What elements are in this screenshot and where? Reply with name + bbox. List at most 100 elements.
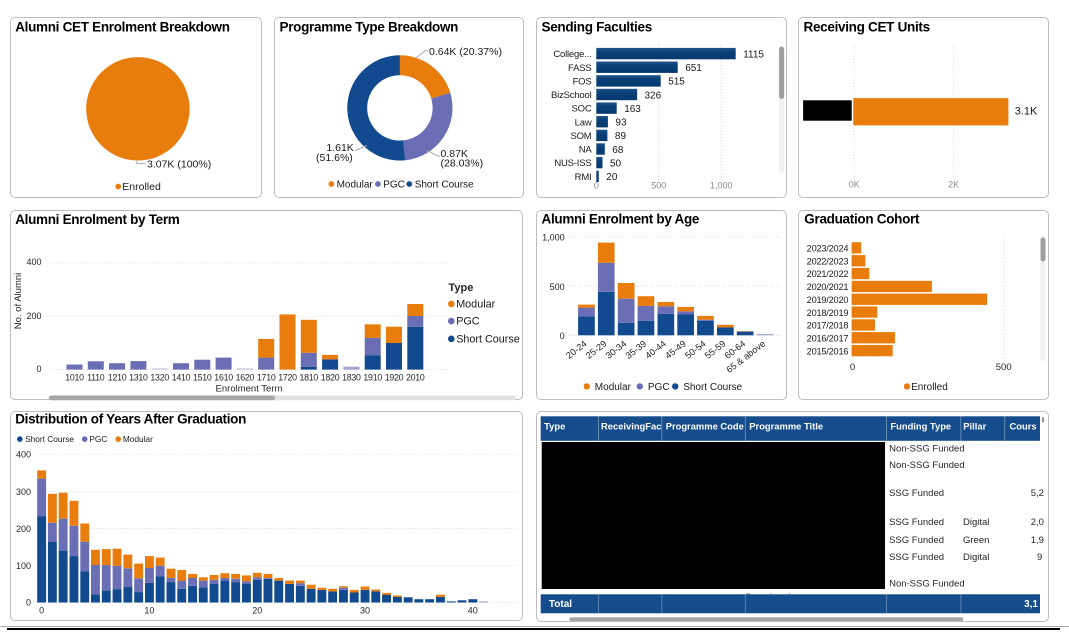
svg-text:Alumni Enrolment by Term: Alumni Enrolment by Term [15,212,180,227]
svg-text:FOS: FOS [572,77,591,88]
svg-text:Enrolment Term: Enrolment Term [216,383,283,394]
svg-text:Receiving CET Units: Receiving CET Units [803,20,929,35]
svg-text:3,1: 3,1 [1024,599,1038,610]
svg-text:NUS-ISS: NUS-ISS [554,158,591,169]
svg-text:1110: 1110 [87,372,105,382]
svg-text:400: 400 [16,449,31,459]
svg-text:SSG Funded: SSG Funded [889,535,944,546]
svg-text:1910: 1910 [363,372,382,382]
svg-text:Short Course: Short Course [25,434,74,444]
svg-text:1115: 1115 [743,49,764,60]
svg-text:9: 9 [1037,552,1042,563]
svg-text:200: 200 [26,310,41,320]
svg-text:2022/2023: 2022/2023 [806,256,848,266]
svg-text:SOM: SOM [570,131,591,142]
svg-text:BizSchool: BizSchool [551,90,592,101]
svg-text:Short Course: Short Course [683,382,742,393]
svg-text:2,0: 2,0 [1030,517,1043,528]
svg-text:2021/2022: 2021/2022 [806,269,848,279]
svg-text:30-34: 30-34 [603,338,628,360]
svg-text:100: 100 [16,561,31,571]
svg-text:0.64K (20.37%): 0.64K (20.37%) [429,46,502,58]
svg-text:Digital: Digital [963,517,989,528]
svg-text:1320: 1320 [150,372,169,382]
svg-text:Modular: Modular [123,434,153,444]
svg-text:Alumni Enrolment by Age: Alumni Enrolment by Age [541,211,699,226]
svg-text:30: 30 [360,606,370,616]
svg-text:2015/2016: 2015/2016 [806,346,848,356]
svg-text:20-24: 20-24 [564,338,589,360]
svg-text:2K: 2K [948,180,959,190]
svg-text:2020/2021: 2020/2021 [806,282,848,292]
svg-text:1610: 1610 [214,372,233,382]
svg-text:SSG Funded: SSG Funded [889,488,944,499]
svg-text:Modular: Modular [456,298,495,310]
svg-text:College...: College... [553,49,591,60]
svg-text:Short Course: Short Course [456,333,520,345]
svg-text:0: 0 [850,362,855,373]
svg-text:2016/2017: 2016/2017 [806,333,848,343]
svg-text:1010: 1010 [65,372,84,382]
svg-text:Modular: Modular [594,382,631,393]
svg-text:2018/2019: 2018/2019 [806,307,848,317]
svg-text:50: 50 [610,158,622,169]
svg-text:10: 10 [144,606,154,616]
svg-text:SOC: SOC [571,104,591,115]
svg-text:50-54: 50-54 [683,338,708,360]
svg-text:1210: 1210 [108,372,127,382]
svg-text:1,000: 1,000 [542,232,565,242]
svg-text:2023/2024: 2023/2024 [806,243,848,253]
svg-text:0: 0 [39,606,44,616]
svg-text:0: 0 [559,330,564,340]
svg-text:500: 500 [549,282,564,292]
svg-text:Distribution of Years After Gr: Distribution of Years After Graduation [15,412,246,427]
svg-text:1,9: 1,9 [1030,535,1043,546]
svg-text:Green: Green [963,535,989,546]
svg-text:FASS: FASS [568,63,592,74]
svg-text:Total: Total [549,599,572,610]
svg-text:Pillar: Pillar [963,421,986,432]
svg-text:PGC: PGC [89,434,107,444]
svg-text:1720: 1720 [278,372,297,382]
svg-text:515: 515 [668,77,685,88]
svg-text:1920: 1920 [385,372,404,382]
svg-text:1310: 1310 [129,372,148,382]
svg-text:0K: 0K [848,180,859,190]
svg-text:ReceivingFac: ReceivingFac [601,421,661,432]
svg-text:Digital: Digital [963,552,989,563]
svg-text:2017/2018: 2017/2018 [806,320,848,330]
svg-text:Completed text: Completed text [744,592,808,603]
svg-text:500: 500 [995,362,1011,373]
svg-text:Enrolled: Enrolled [911,382,948,393]
svg-text:(51.6%): (51.6%) [316,152,353,164]
svg-text:93: 93 [615,118,627,129]
svg-text:NA: NA [578,145,592,156]
svg-text:1410: 1410 [172,372,191,382]
svg-text:1510: 1510 [193,372,212,382]
svg-text:2019/2020: 2019/2020 [806,295,848,305]
svg-text:SSG Funded: SSG Funded [889,517,944,528]
svg-text:Alumni CET Enrolment Breakdown: Alumni CET Enrolment Breakdown [15,20,230,35]
svg-text:2010: 2010 [406,372,425,382]
svg-text:0: 0 [26,598,31,608]
svg-text:400: 400 [26,257,41,267]
svg-text:0: 0 [36,364,41,374]
svg-text:40: 40 [468,606,478,616]
svg-text:20: 20 [252,606,262,616]
svg-text:1810: 1810 [300,372,319,382]
svg-text:Law: Law [574,117,591,128]
svg-text:1.61K: 1.61K [326,142,353,154]
svg-text:SSG Funded: SSG Funded [889,552,944,563]
svg-text:89: 89 [614,131,626,142]
svg-text:1620: 1620 [236,372,255,382]
svg-text:No. of Alumni: No. of Alumni [13,272,24,329]
svg-text:Programme Title: Programme Title [749,421,823,432]
svg-text:Enrolled: Enrolled [122,181,161,193]
svg-text:326: 326 [644,90,661,101]
svg-text:40-44: 40-44 [643,338,668,360]
svg-text:PGC: PGC [647,382,669,393]
svg-text:68: 68 [612,145,624,156]
svg-text:25-29: 25-29 [583,338,608,360]
svg-text:55-59: 55-59 [702,338,727,360]
svg-text:(28.03%): (28.03%) [441,158,484,170]
